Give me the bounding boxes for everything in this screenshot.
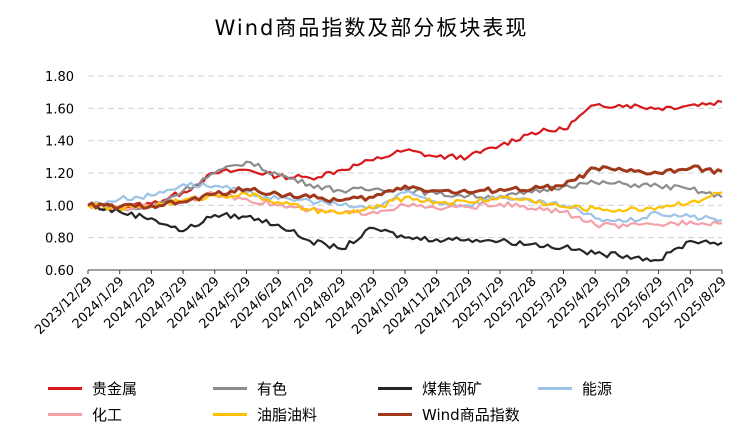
y-tick-label: 1.60 [45,102,74,117]
legend-swatch [378,413,412,416]
legend-swatch [538,387,572,390]
legend-swatch [48,387,82,390]
legend-item: 化工 [48,404,122,425]
legend-label: Wind商品指数 [422,406,520,424]
legend-swatch [213,387,247,390]
y-tick-label: 1.40 [45,135,74,150]
legend-item: 能源 [538,378,612,399]
legend-swatch [378,387,412,390]
y-tick-label: 1.00 [45,199,74,214]
legend-label: 贵金属 [92,380,138,398]
legend-item: 贵金属 [48,378,137,399]
legend-item: 煤焦钢矿 [378,378,482,399]
legend-label: 煤焦钢矿 [422,380,483,398]
x-tick-labels: 2023/12/292024/1/292024/2/292024/3/29202… [32,270,730,338]
legend-label: 有色 [257,380,288,398]
legend-item: Wind商品指数 [378,404,520,425]
legend-label: 能源 [582,380,613,398]
y-tick-labels: 0.60 0.80 1.00 1.20 1.40 1.60 1.80 [45,70,74,279]
y-tick-label: 1.80 [45,70,74,85]
legend-label: 化工 [92,406,123,424]
y-tick-label: 0.80 [45,232,74,247]
chart-title: Wind商品指数及部分板块表现 [214,16,529,40]
series-line [87,204,723,263]
y-tick-label: 0.60 [45,264,74,279]
legend-item: 油脂油料 [213,404,317,425]
legend-swatch [48,413,82,416]
series-line [87,164,723,211]
legend-swatch [213,413,247,416]
legend-label: 油脂油料 [257,406,318,424]
y-tick-label: 1.20 [45,167,74,182]
series-lines [87,99,723,263]
legend-item: 有色 [213,378,287,399]
series-line [87,181,723,223]
